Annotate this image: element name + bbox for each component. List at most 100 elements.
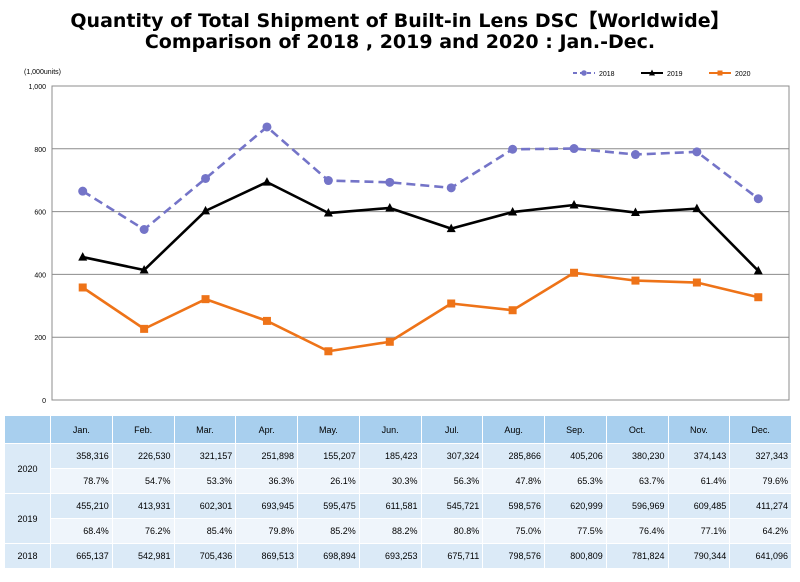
quantity-cell: 596,969 [605,493,669,519]
data-point [385,337,394,346]
quantity-cell: 781,824 [605,543,669,569]
data-point [385,202,395,212]
series-line [81,271,759,353]
y-tick-label: 1,000 [28,84,46,91]
quantity-cell: 595,475 [297,493,360,519]
percent-cell: 77.5% [544,518,607,544]
data-point [692,278,701,287]
y-tick-label: 800 [34,147,46,154]
data-point [201,205,211,215]
month-header: Aug. [482,415,545,444]
data-point [692,203,702,213]
quantity-cell: 620,999 [544,493,607,519]
legend-item: 2020 [709,70,751,78]
table-corner [4,415,51,444]
year-label: 2020 [4,443,51,494]
quantity-cell: 798,576 [482,543,545,569]
data-point [569,144,579,154]
month-header: Jan. [50,415,113,444]
percent-cell: 53.3% [173,468,237,494]
quantity-cell: 611,581 [358,493,422,519]
data-point [262,316,271,325]
legend-item: 2019 [641,69,683,78]
percent-cell: 76.2% [111,518,175,544]
y-tick-label: 600 [34,210,46,217]
percent-cell: 68.4% [50,518,113,544]
quantity-cell: 358,316 [50,443,113,469]
percent-cell: 63.7% [605,468,669,494]
year-label: 2019 [4,493,51,544]
percent-cell: 54.7% [111,468,175,494]
quantity-cell: 609,485 [667,493,731,519]
data-point [446,183,456,193]
data-point [754,293,763,302]
percent-cell: 88.2% [358,518,422,544]
data-point [630,207,640,217]
data-point [630,150,640,160]
quantity-cell: 869,513 [235,543,298,569]
table-row: 2019 455,210 413,931 602,301 693,945 595,475 6… [4,493,792,544]
data-point [447,299,456,308]
data-point [262,177,272,186]
data-point [262,122,272,132]
quantity-cell: 251,898 [235,443,298,469]
data-point [78,252,88,261]
data-point [446,223,456,233]
month-header: Oct. [605,415,669,444]
data-point [508,207,518,216]
quantity-cell: 602,301 [173,493,237,519]
data-point [139,265,149,274]
month-header: Dec. [729,415,792,444]
series-2019 [78,177,763,275]
quantity-cell: 405,206 [544,443,607,469]
quantity-cell: 800,809 [544,543,607,569]
quantity-cell: 321,157 [173,443,237,469]
percent-cell: 75.0% [482,518,545,544]
month-header: Mar. [173,415,237,444]
table-row: 2020 358,316 226,530 321,157 251,898 155,207 1… [4,443,792,494]
series-2020 [78,268,763,356]
data-point [570,268,579,277]
data-point [753,265,763,275]
quantity-cell: 285,866 [482,443,545,469]
legend-label: 2018 [599,71,615,78]
data-point [140,324,149,333]
percent-cell: 65.3% [544,468,607,494]
data-point [692,147,702,157]
legend-marker [649,69,655,76]
data-point [569,200,579,209]
table-row: 78.7% 54.7% 53.3% 36.3% 26.1% 30.3% 56.3% 47.8%… [5,468,792,494]
month-header: Jun. [358,415,422,444]
legend-label: 2019 [667,71,683,78]
data-point [323,208,333,217]
percent-cell: 79.6% [729,468,792,494]
y-tick-label: 200 [34,335,46,342]
quantity-cell: 641,096 [729,543,792,569]
y-tick-label: 0 [42,398,46,405]
data-point [201,173,211,183]
quantity-cell: 380,230 [605,443,669,469]
series-2018 [78,122,763,235]
quantity-cell: 698,894 [297,543,360,569]
data-point [78,283,87,292]
quantity-cell: 226,530 [111,443,175,469]
percent-cell: 47.8% [482,468,545,494]
percent-cell: 64.2% [729,518,792,544]
line-chart: (1,000units) 0 200 400 600 800 1,000 2018 2019… [24,69,790,405]
month-header: May. [297,415,360,444]
data-point [78,186,88,196]
data-point [753,194,763,204]
year-label: 2018 [4,543,51,569]
month-header: Feb. [111,415,175,444]
series-line [82,125,760,231]
data-point [201,295,210,304]
month-header: Apr. [235,415,298,444]
percent-cell: 80.8% [420,518,484,544]
quantity-cell: 327,343 [729,443,792,469]
quantity-cell: 307,324 [420,443,484,469]
month-header: Sep. [544,415,607,444]
data-point [324,347,333,356]
plot-area-border [51,85,790,401]
quantity-cell: 411,274 [729,493,792,519]
percent-cell: 78.7% [50,468,113,494]
